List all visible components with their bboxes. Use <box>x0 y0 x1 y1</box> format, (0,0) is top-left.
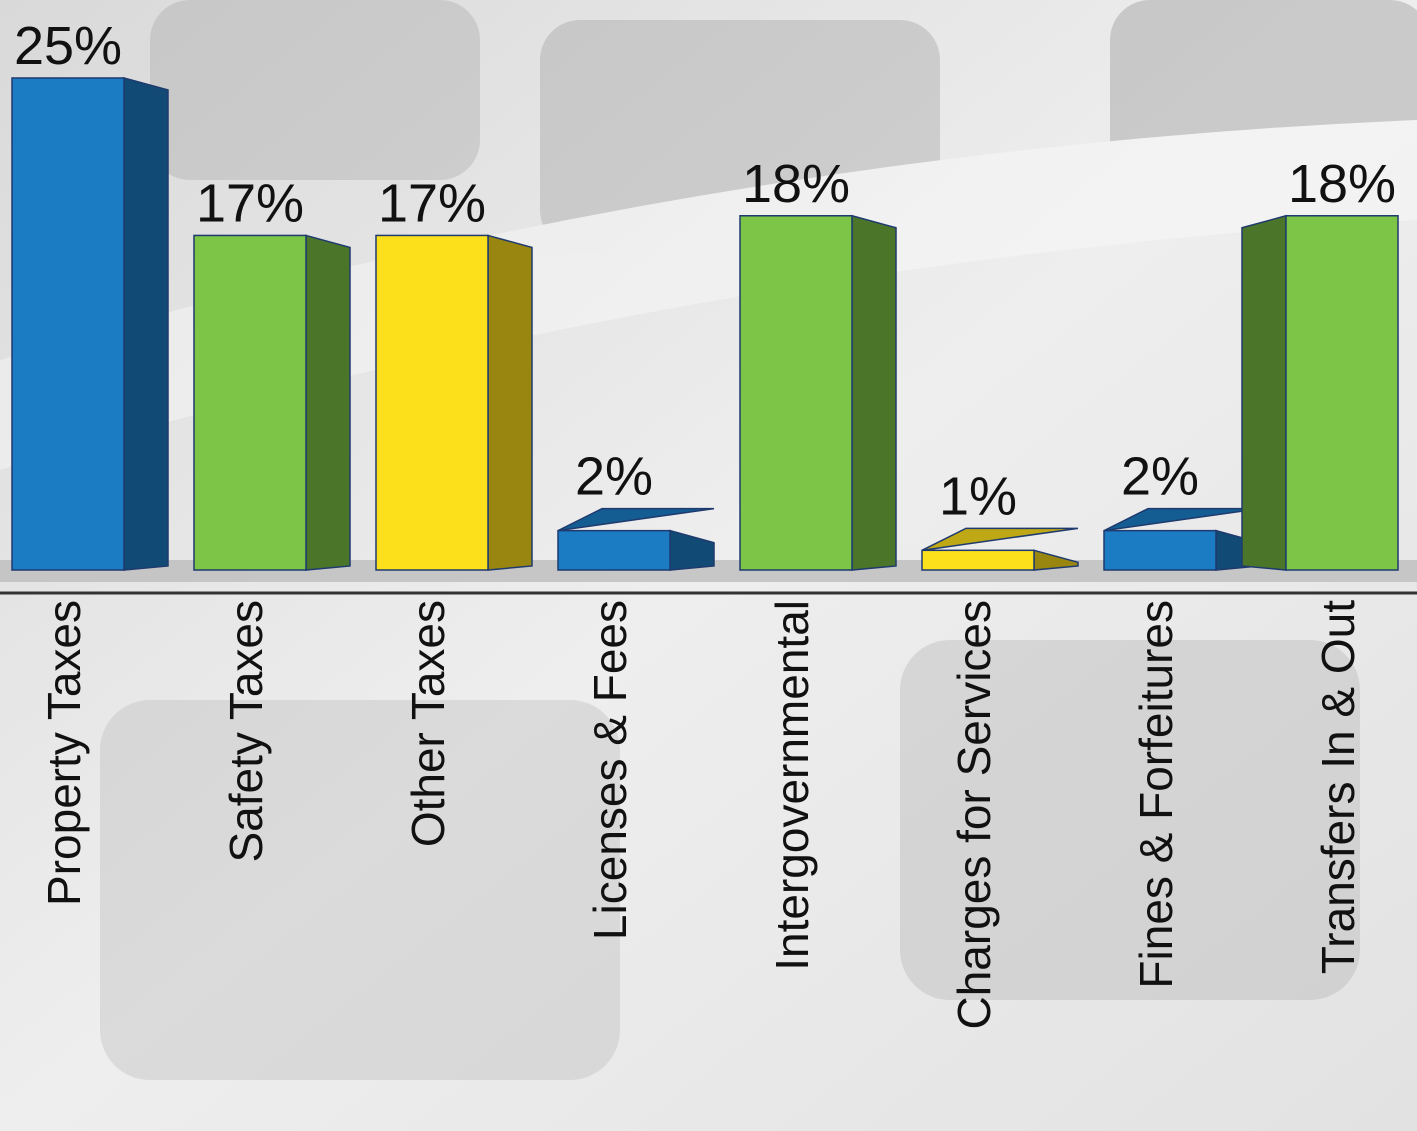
bar <box>557 529 671 571</box>
bar-side <box>305 234 351 571</box>
x-tick-label: Licenses & Fees <box>584 600 636 940</box>
bar-side <box>1241 214 1287 571</box>
value-label: 18% <box>1288 154 1396 214</box>
bars <box>11 77 1399 571</box>
value-label: 17% <box>378 173 486 233</box>
bar <box>11 77 125 571</box>
x-tick-label: Other Taxes <box>402 600 454 847</box>
bar-side <box>487 234 533 571</box>
x-tick-label: Property Taxes <box>38 600 90 906</box>
value-label: 1% <box>939 466 1017 526</box>
bar <box>739 215 853 571</box>
value-label: 18% <box>742 154 850 214</box>
x-tick-label: Transfers In & Out <box>1312 600 1364 974</box>
value-label: 2% <box>1121 447 1199 507</box>
bar-side <box>851 214 897 571</box>
bar <box>1103 529 1217 571</box>
bar-top <box>921 527 1079 552</box>
bar-top <box>1103 507 1261 532</box>
background-keys <box>100 0 1417 1080</box>
x-tick-label: Intergovernmental <box>766 600 818 971</box>
value-label: 25% <box>14 16 122 76</box>
x-tick-label: Charges for Services <box>948 600 1000 1030</box>
bar-side <box>123 77 169 571</box>
value-label: 17% <box>196 173 304 233</box>
bar-top <box>557 507 715 532</box>
bar <box>375 234 489 571</box>
x-tick-label: Fines & Forfeitures <box>1130 600 1182 989</box>
value-label: 2% <box>575 447 653 507</box>
x-tick-label: Safety Taxes <box>220 600 272 863</box>
bar <box>1285 215 1399 571</box>
bar <box>921 549 1035 571</box>
bar <box>193 234 307 571</box>
